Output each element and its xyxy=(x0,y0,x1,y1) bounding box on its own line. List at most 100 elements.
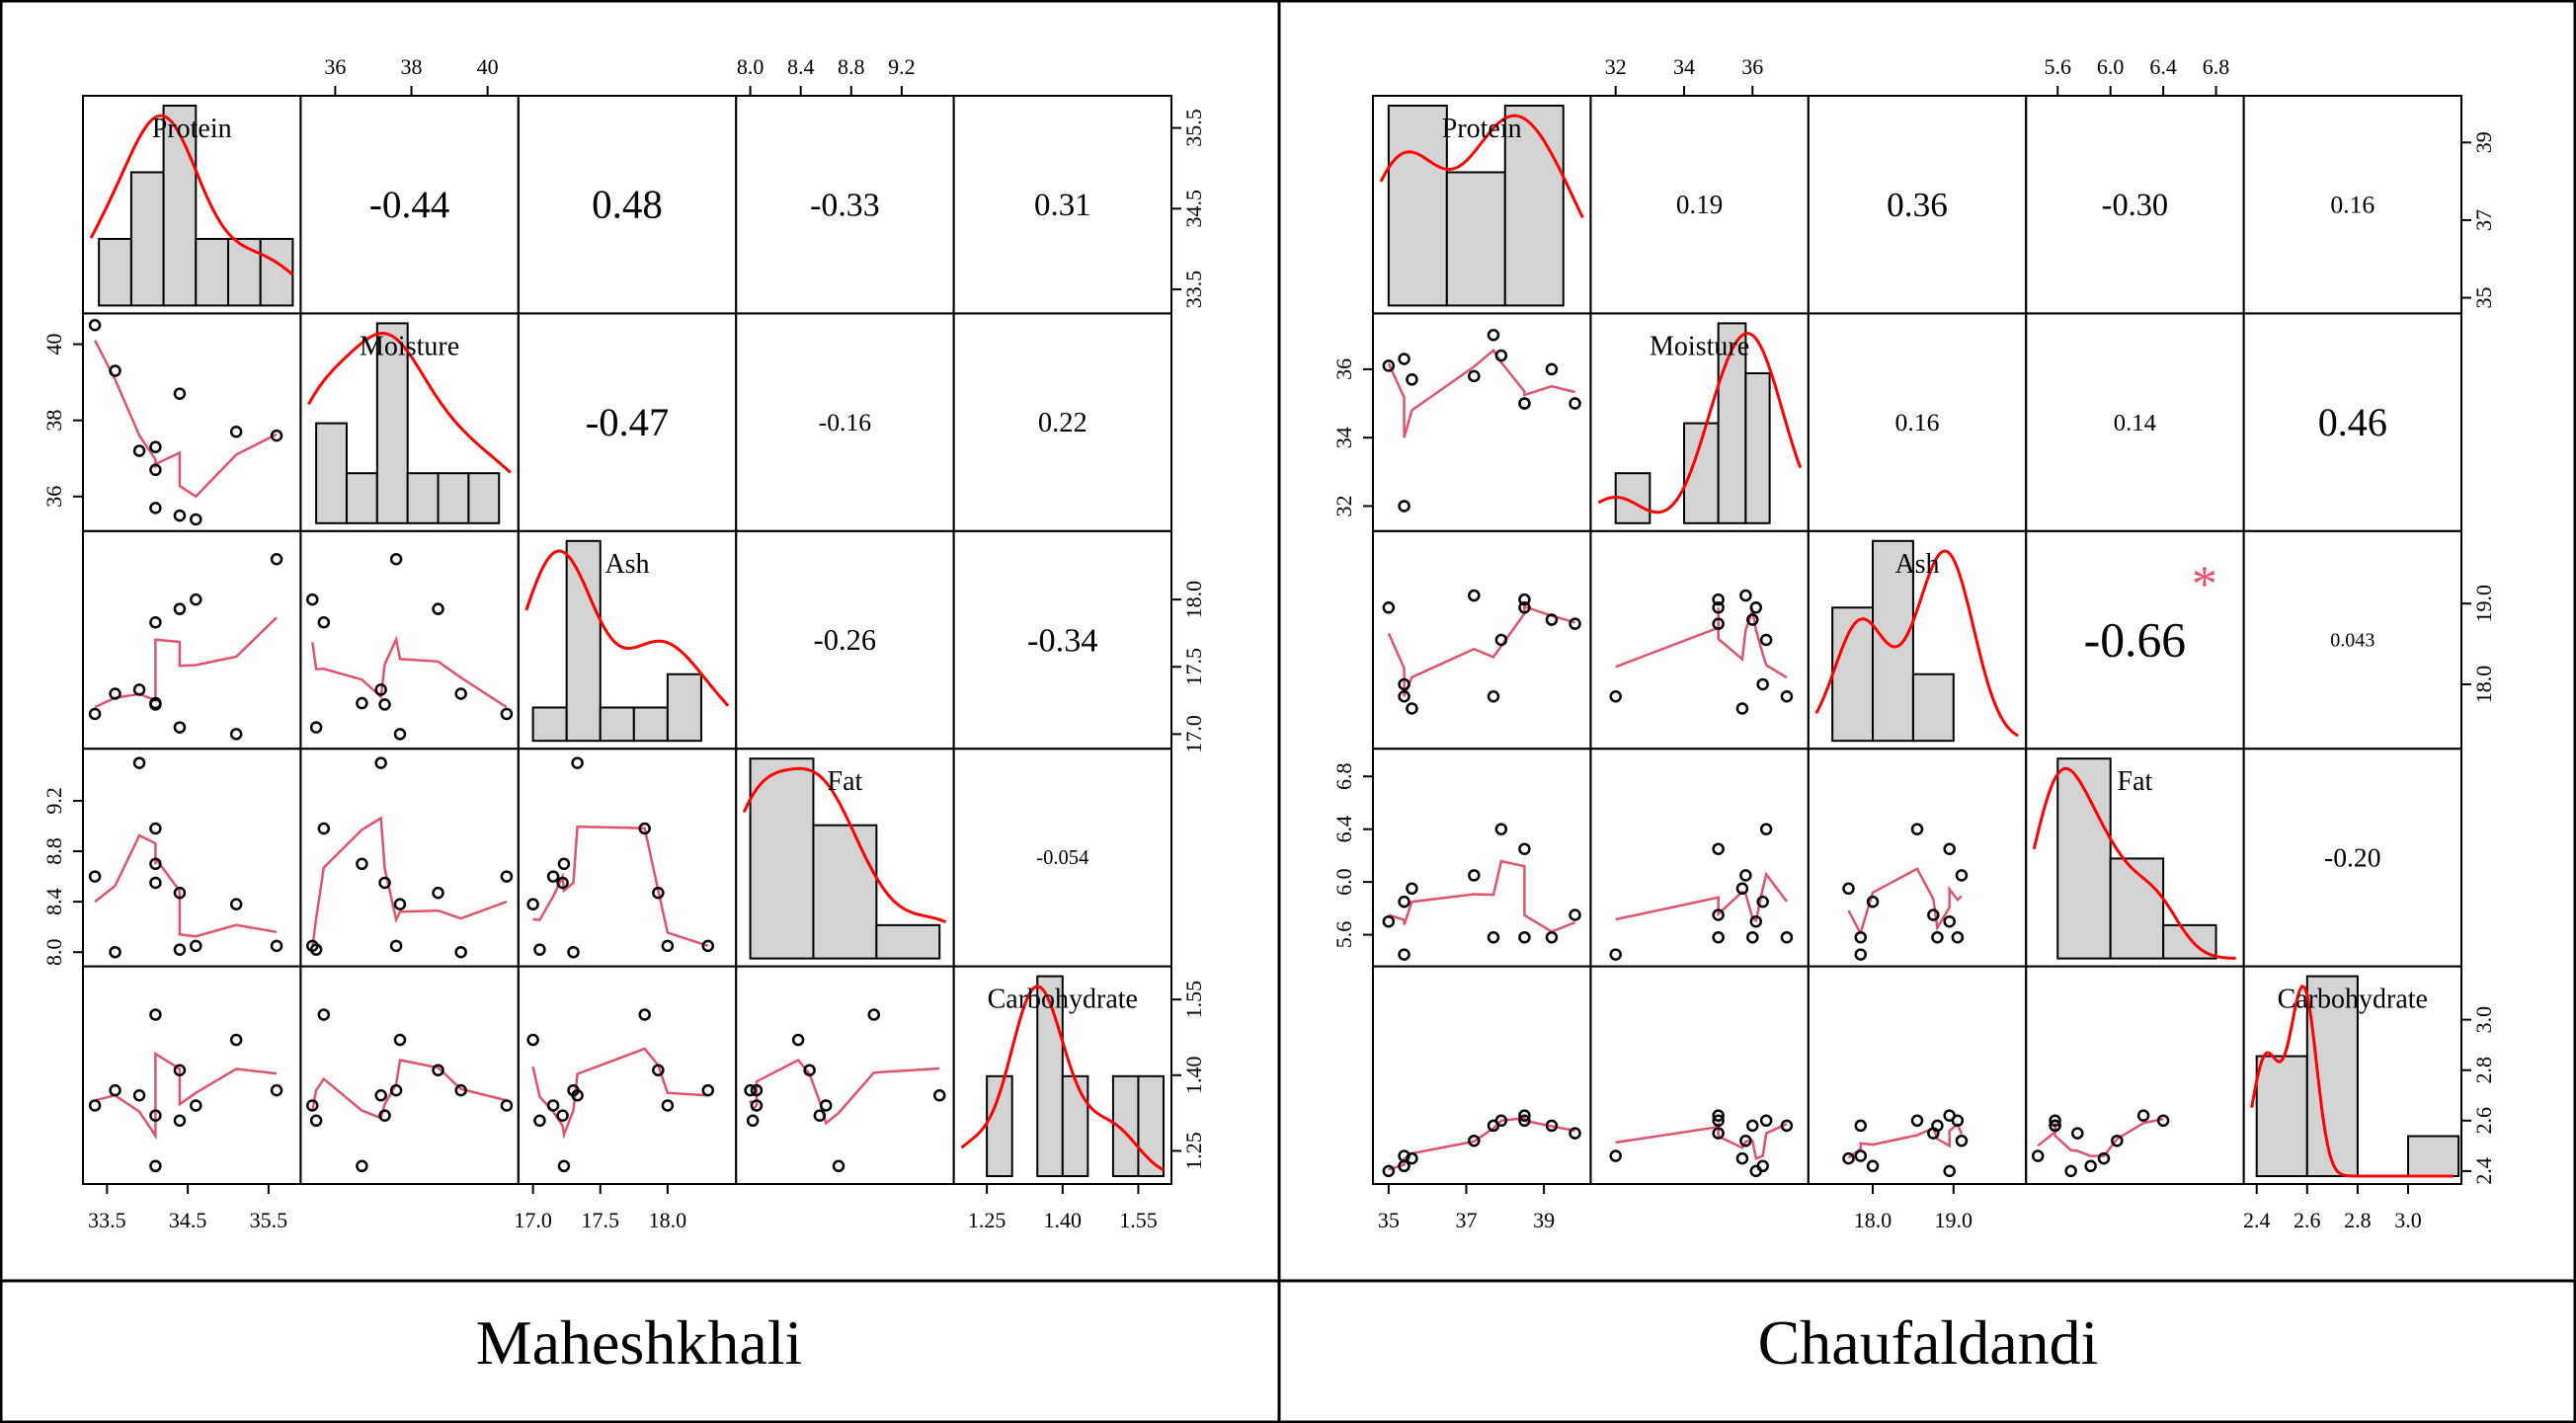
panel2-variable-label-protein: Protein xyxy=(1442,114,1522,144)
panel1-point-1-0-7 xyxy=(173,509,187,522)
panel2-point-3-0-8 xyxy=(1518,930,1531,944)
panel1-point-4-1-2 xyxy=(374,1088,387,1102)
panel1-point-4-3-10 xyxy=(750,1083,764,1097)
panel1-point-4-0-1 xyxy=(109,1083,121,1097)
panel2-xtick-label-4-3: 3.0 xyxy=(2394,1208,2422,1232)
panel1-hist-bar-protein-2 xyxy=(162,105,198,307)
panel2-ytick-label-1-2: 36 xyxy=(1331,358,1356,380)
panel1-point-2-0-0 xyxy=(88,707,102,721)
panel2-point-4-1-7 xyxy=(1712,1109,1725,1122)
panel1-point-2-0-4 xyxy=(149,698,162,711)
panel2-cell-4-1 xyxy=(1589,965,1810,1185)
panel1-hist-bar-ash-3 xyxy=(632,706,669,743)
panel2-hist-bar-protein-0 xyxy=(1387,105,1448,307)
panel1-point-1-0-3 xyxy=(149,463,162,477)
panel2-point-3-0-5 xyxy=(1487,930,1500,944)
panel1-cell-3-2 xyxy=(517,748,738,968)
panel1-point-2-0-7 xyxy=(173,721,187,734)
panel2-point-2-0-6 xyxy=(1494,633,1508,647)
panel1-hist-bar-moisture-3 xyxy=(406,472,440,524)
panel2-point-2-1-0 xyxy=(1749,601,1763,614)
panel1-point-4-0-2 xyxy=(132,1088,146,1102)
panel1-point-4-2-10 xyxy=(701,1083,715,1097)
panel2-corr-1-4: 0.46 xyxy=(2318,400,2387,444)
panel2-ytick-label-0-1: 37 xyxy=(2471,209,2496,231)
panel2-density-ash xyxy=(1814,549,2019,738)
panel2-point-4-0-4 xyxy=(1468,1134,1481,1147)
panel2-point-4-1-8 xyxy=(1712,1114,1725,1128)
panel2-point-3-1-5 xyxy=(1780,930,1794,944)
panel1-cell-2-0 xyxy=(82,529,302,751)
panel1-point-1-0-0 xyxy=(88,319,102,332)
panel1-xtick-label-1-0: 36 xyxy=(324,54,346,79)
panel1-point-4-0-10 xyxy=(270,1083,283,1097)
panel2-point-4-2-0 xyxy=(1943,1164,1956,1178)
panel1-corr-0-1: -0.44 xyxy=(369,184,449,226)
panel2-point-1-0-2 xyxy=(1398,500,1410,513)
panel1-point-4-1-1 xyxy=(454,1083,467,1097)
panel1-ytick-label-1-0: 36 xyxy=(41,486,66,508)
panel1-point-4-0-7 xyxy=(173,1114,187,1128)
panel2-ytick-label-2-0: 18.0 xyxy=(2471,666,2496,704)
panel-title-maheshkhali: Maheshkhali xyxy=(475,1307,803,1378)
panel2-point-3-1-0 xyxy=(1749,914,1763,928)
panel1-xtick-label-3-2: 8.8 xyxy=(838,54,865,79)
panel1-smooth-3-2 xyxy=(532,825,709,947)
panel2-hist-bar-moisture-4 xyxy=(1744,372,1771,524)
panel1-point-3-1-2 xyxy=(374,756,387,769)
panel1-point-3-0-4 xyxy=(149,876,162,890)
panel2-point-3-0-4 xyxy=(1468,869,1481,882)
panel2-point-2-0-8 xyxy=(1518,593,1531,606)
panel1-point-3-2-7 xyxy=(533,943,546,956)
panel2-point-4-2-8 xyxy=(1951,1114,1965,1128)
panel1-point-3-0-5 xyxy=(149,822,162,835)
panel2-hist-bar-protein-2 xyxy=(1503,105,1565,307)
panel1-cell-3-0 xyxy=(82,748,302,968)
panel1-ytick-label-3-2: 8.8 xyxy=(41,837,66,865)
panel1-point-4-0-3 xyxy=(149,1159,162,1173)
panel1-point-4-3-8 xyxy=(750,1099,764,1112)
panel1-density-ash xyxy=(524,549,730,707)
panel1-point-3-0-7 xyxy=(173,943,187,956)
panel1-point-1-0-2 xyxy=(132,444,146,457)
panel1-point-2-0-10 xyxy=(270,552,283,566)
panel2-point-3-1-9 xyxy=(1746,930,1759,944)
panel1-point-2-1-7 xyxy=(309,721,323,734)
panel2-point-2-0-0 xyxy=(1382,601,1396,614)
panel1-hist-bar-protein-4 xyxy=(226,237,262,307)
panel1-point-3-2-5 xyxy=(638,822,651,835)
panel2-ytick-label-0-2: 39 xyxy=(2471,131,2496,153)
panel2-hist-bar-ash-2 xyxy=(1911,672,1955,743)
panel2-point-4-1-5 xyxy=(1780,1119,1794,1133)
panel1-point-2-1-3 xyxy=(356,696,368,710)
panel2-ytick-label-3-3: 6.8 xyxy=(1331,762,1356,790)
panel1-ytick-label-0-2: 35.5 xyxy=(1181,109,1206,147)
panel1-ytick-label-4-0: 1.25 xyxy=(1181,1132,1206,1170)
panel2-point-2-1-6 xyxy=(1759,633,1773,647)
panel2-point-3-1-2 xyxy=(1609,948,1622,961)
panel1-point-3-2-1 xyxy=(567,945,580,959)
panel1-xtick-label-0-0: 33.5 xyxy=(88,1208,126,1232)
panel2-point-4-2-6 xyxy=(1910,1114,1924,1128)
panel2-point-2-0-4 xyxy=(1468,589,1481,602)
panel2-cell-2-0 xyxy=(1372,529,1592,751)
panel1-point-4-1-9 xyxy=(393,1033,407,1047)
panel1-corr-0-3: -0.33 xyxy=(810,187,879,223)
panel2-point-3-2-10 xyxy=(1927,909,1940,921)
panel2-point-4-2-10 xyxy=(1927,1127,1940,1140)
panel1-point-4-0-8 xyxy=(190,1099,202,1112)
panel1-point-3-0-6 xyxy=(173,886,187,900)
panel2-cell-2-1 xyxy=(1589,529,1810,751)
panel2-point-4-3-9 xyxy=(2049,1119,2061,1133)
panel1-point-3-2-10 xyxy=(701,939,715,953)
panel1-point-3-2-6 xyxy=(652,886,665,900)
panel1-hist-bar-fat-2 xyxy=(875,923,941,960)
panel2-xtick-label-0-1: 37 xyxy=(1455,1208,1477,1232)
panel1-hist-bar-carbohydrate-0 xyxy=(986,1074,1013,1178)
panel1-hist-bar-ash-0 xyxy=(531,706,568,743)
panel1-point-3-1-3 xyxy=(356,857,368,871)
panel2-point-4-0-9 xyxy=(1545,1119,1559,1133)
panel1-smooth-4-3 xyxy=(749,1058,940,1126)
panel2-point-4-2-2 xyxy=(1854,1149,1868,1162)
